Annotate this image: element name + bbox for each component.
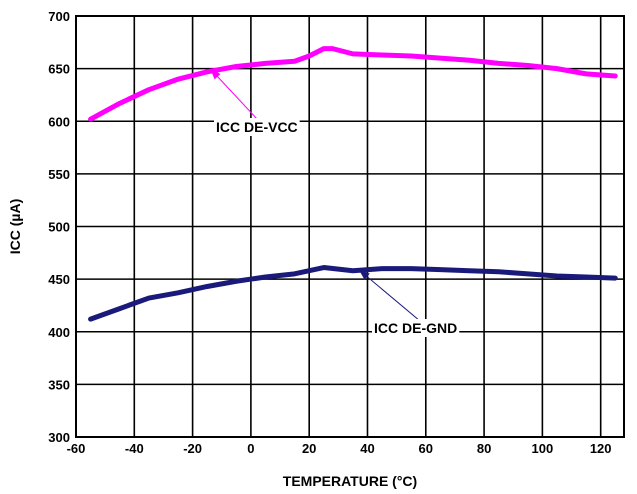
- annotation-label-de-vcc: ICC DE-VCC: [216, 119, 298, 135]
- series-line-icc-de-gnd: [88, 265, 618, 322]
- plot-frame: [75, 15, 625, 438]
- series-layer: [88, 46, 618, 322]
- x-tick-label: 0: [247, 441, 254, 456]
- x-tick-label: -60: [67, 441, 86, 456]
- y-tick-label: 300: [48, 430, 70, 445]
- x-tick-label: 120: [590, 441, 612, 456]
- x-tick-label: -40: [125, 441, 144, 456]
- annotation-label-bg-de-gnd: [372, 319, 460, 337]
- annotation-arrow-de-vcc: [209, 68, 259, 121]
- y-tick-label: 500: [48, 220, 70, 235]
- grid: [75, 15, 624, 438]
- annotation-label-bg-de-vcc: [214, 118, 300, 136]
- x-axis-title: TEMPERATURE (°C): [283, 473, 417, 489]
- y-tick-label: 400: [48, 325, 70, 340]
- y-tick-label: 350: [48, 377, 70, 392]
- x-tick-label: 20: [302, 441, 316, 456]
- tick-labels: -60 -40 -20 0 20 40 60 80 100 120 300 350 400 450 500 5…: [48, 9, 611, 456]
- annotation-arrowhead-de-gnd: [358, 269, 370, 280]
- y-tick-label: 550: [48, 167, 70, 182]
- x-tick-label: 40: [360, 441, 374, 456]
- annotation-arrow-de-gnd: [358, 269, 421, 322]
- y-tick-label: 450: [48, 272, 70, 287]
- annotation-label-de-gnd: ICC DE-GND: [374, 320, 457, 336]
- annotation-layer: ICC DE-VCC ICC DE-GND: [209, 68, 460, 337]
- x-tick-label: 80: [477, 441, 491, 456]
- annotation-arrowhead-de-vcc: [210, 68, 221, 80]
- series-line-icc-de-vcc: [88, 46, 618, 122]
- y-tick-label: 700: [48, 9, 70, 24]
- x-tick-label: -20: [183, 441, 202, 456]
- x-tick-label: 100: [532, 441, 554, 456]
- y-tick-label: 650: [48, 62, 70, 77]
- x-tick-label: 60: [419, 441, 433, 456]
- y-axis-title: ICC (µA): [7, 199, 23, 255]
- y-tick-label: 600: [48, 114, 70, 129]
